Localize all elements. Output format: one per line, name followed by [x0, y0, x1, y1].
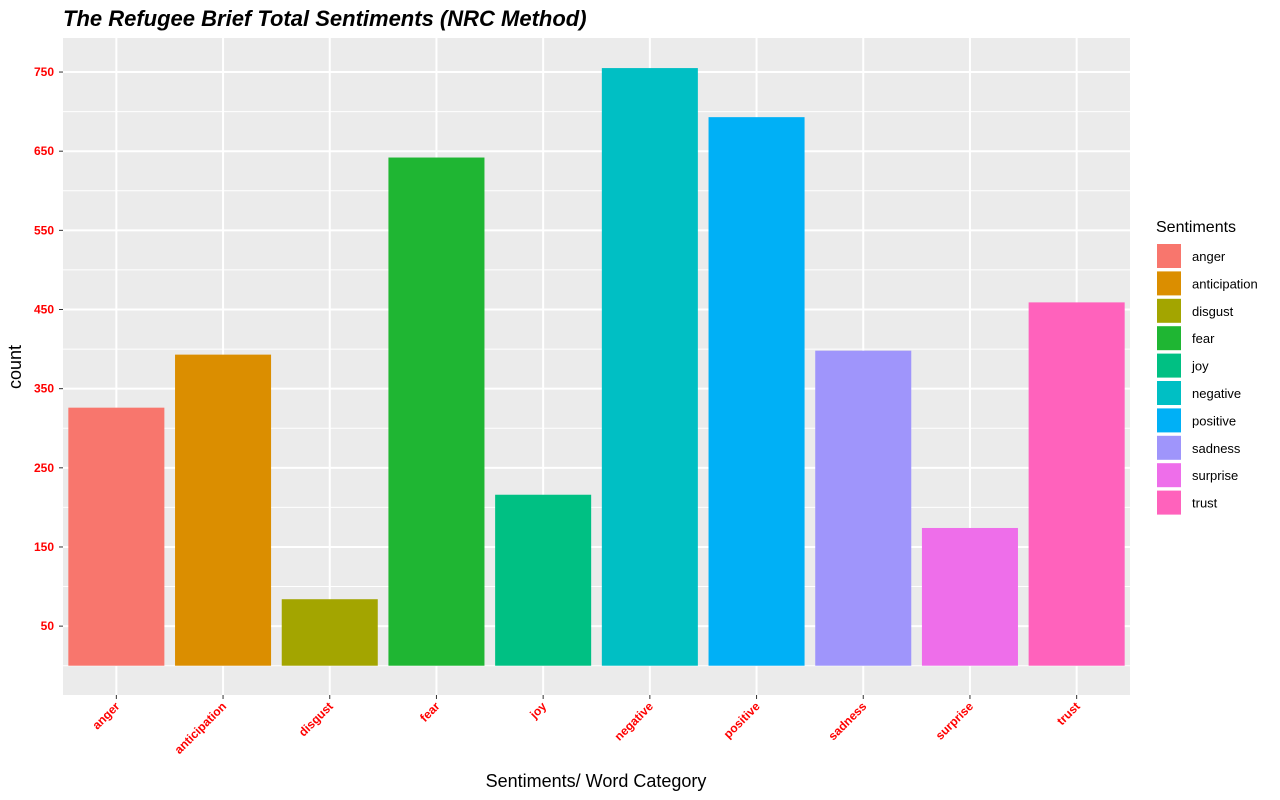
bar-negative	[601, 68, 698, 666]
legend-swatch-fear	[1157, 326, 1181, 351]
x-tick-label: trust	[1054, 699, 1083, 728]
y-tick-label: 250	[34, 461, 54, 475]
bar-positive	[708, 117, 805, 666]
legend-label: negative	[1192, 386, 1241, 401]
bar-anticipation	[175, 354, 272, 666]
legend-swatch-positive	[1157, 408, 1181, 433]
y-tick-label: 350	[34, 382, 54, 396]
legend-swatch-joy	[1157, 353, 1181, 378]
legend-label: disgust	[1192, 304, 1234, 319]
y-tick-label: 750	[34, 65, 54, 79]
legend: Sentiments anger anticipation disgust fear j…	[1156, 219, 1258, 515]
bar-joy	[495, 494, 592, 666]
legend-label: sadness	[1192, 441, 1241, 456]
legend-swatch-disgust	[1157, 298, 1181, 323]
x-axis-ticks: anger anticipation disgust fear joy negative p…	[89, 695, 1083, 757]
bar-sadness	[815, 350, 912, 666]
x-tick-label: surprise	[933, 699, 977, 743]
y-axis-ticks: 50 150 250 350 450 550 650 750	[34, 65, 63, 633]
legend-label: fear	[1192, 331, 1215, 346]
legend-swatch-anger	[1157, 244, 1181, 268]
legend-title: Sentiments	[1156, 219, 1236, 236]
x-tick-label: anger	[89, 699, 122, 732]
legend-label: anticipation	[1192, 276, 1258, 291]
bars	[68, 68, 1125, 666]
legend-swatch-anticipation	[1157, 271, 1181, 296]
legend-swatch-surprise	[1157, 463, 1181, 488]
legend-label: positive	[1192, 413, 1236, 428]
x-axis-title: Sentiments/ Word Category	[486, 771, 707, 791]
y-tick-label: 150	[34, 540, 54, 554]
y-tick-label: 650	[34, 144, 54, 158]
legend-label: joy	[1191, 359, 1209, 374]
y-tick-label: 450	[34, 303, 54, 317]
legend-swatch-trust	[1157, 490, 1181, 515]
x-tick-label: positive	[721, 699, 763, 741]
x-tick-label: disgust	[296, 699, 336, 739]
bar-disgust	[281, 599, 378, 666]
y-tick-label: 550	[34, 223, 54, 237]
y-tick-label: 50	[41, 619, 55, 633]
legend-label: trust	[1192, 496, 1218, 511]
bar-fear	[388, 157, 485, 666]
x-tick-label: negative	[612, 699, 657, 744]
legend-label: surprise	[1192, 468, 1238, 483]
legend-items: anger anticipation disgust fear joy negative p…	[1157, 244, 1258, 515]
legend-swatch-sadness	[1157, 435, 1181, 460]
y-axis-title: count	[5, 345, 25, 389]
legend-swatch-negative	[1157, 381, 1181, 405]
x-tick-label: joy	[526, 699, 549, 722]
x-tick-label: sadness	[826, 699, 870, 743]
legend-label: anger	[1192, 249, 1226, 264]
chart-title: The Refugee Brief Total Sentiments (NRC …	[63, 6, 587, 31]
bar-surprise	[921, 527, 1018, 666]
bar-trust	[1028, 302, 1125, 666]
x-tick-label: anticipation	[172, 699, 230, 757]
bar-anger	[68, 407, 165, 666]
x-tick-label: fear	[417, 699, 443, 725]
